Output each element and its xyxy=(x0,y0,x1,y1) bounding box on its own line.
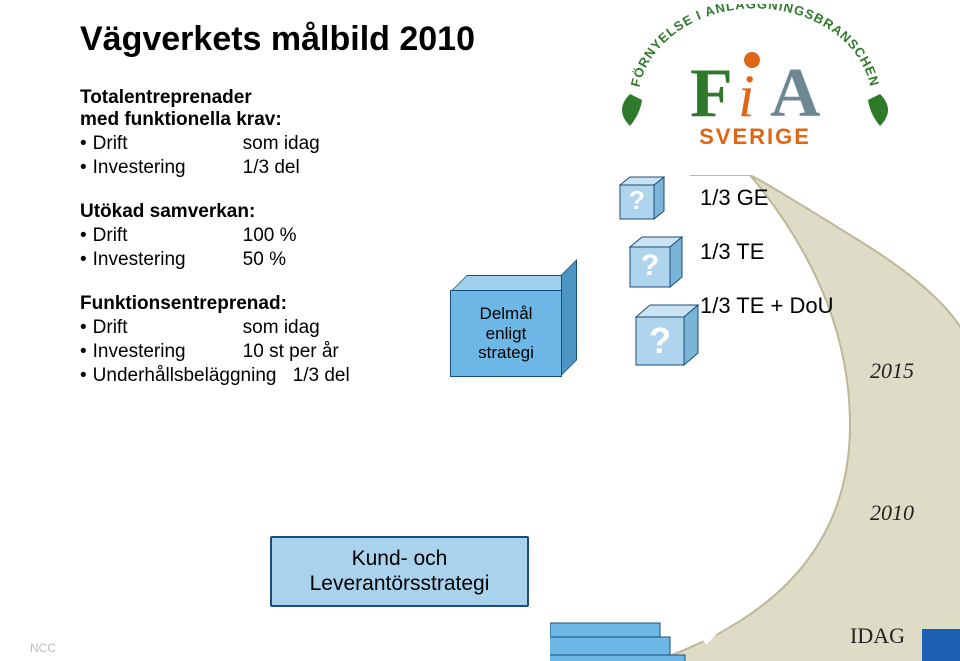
bullet-item: Investering 1/3 del xyxy=(80,157,440,179)
svg-text:A: A xyxy=(770,55,821,132)
bullet-item: Drift som idag xyxy=(80,317,440,339)
logo-sub: SVERIGE xyxy=(699,124,811,149)
svg-text:?: ? xyxy=(629,185,645,215)
bullet-item: Investering 10 st per år xyxy=(80,341,440,363)
year-idag: IDAG xyxy=(850,623,905,649)
delmal-cube: Delmål enligt strategi xyxy=(450,290,570,377)
frac-te: 1/3 TE xyxy=(700,239,834,265)
svg-text:i: i xyxy=(738,63,755,129)
block-samverkan-heading: Utökad samverkan: xyxy=(80,201,440,223)
block-funktion: Funktionsentreprenad: Drift som idag Inv… xyxy=(80,293,440,387)
left-column: Totalentreprenader med funktionella krav… xyxy=(80,87,440,387)
block-funktion-heading: Funktionsentreprenad: xyxy=(80,293,440,315)
block-total: Totalentreprenader med funktionella krav… xyxy=(80,87,440,179)
svg-text:?: ? xyxy=(641,249,659,282)
fraction-labels: 1/3 GE 1/3 TE 1/3 TE + DoU xyxy=(700,185,834,347)
corner-square xyxy=(922,629,960,661)
footer-ncc: NCC xyxy=(30,641,56,655)
bullet-item: Drift som idag xyxy=(80,133,440,155)
bullet-item: Drift 100 % xyxy=(80,225,440,247)
year-2015: 2015 xyxy=(870,358,914,384)
svg-text:F: F xyxy=(690,55,733,132)
frac-tedou: 1/3 TE + DoU xyxy=(700,293,834,319)
block-total-heading: Totalentreprenader med funktionella krav… xyxy=(80,87,440,131)
bullet-item: Investering 50 % xyxy=(80,249,440,271)
bullet-item: Underhållsbeläggning 1/3 del xyxy=(80,365,440,387)
year-2010: 2010 xyxy=(870,500,914,526)
strategy-box: Kund- och Leverantörsstrategi xyxy=(270,536,529,607)
frac-ge: 1/3 GE xyxy=(700,185,834,211)
block-samverkan: Utökad samverkan: Drift 100 % Investerin… xyxy=(80,201,440,271)
fia-logo: FÖRNYELSE I ANLÄGGNINGSBRANSCHEN F i A S… xyxy=(620,4,890,139)
svg-text:?: ? xyxy=(649,320,671,361)
